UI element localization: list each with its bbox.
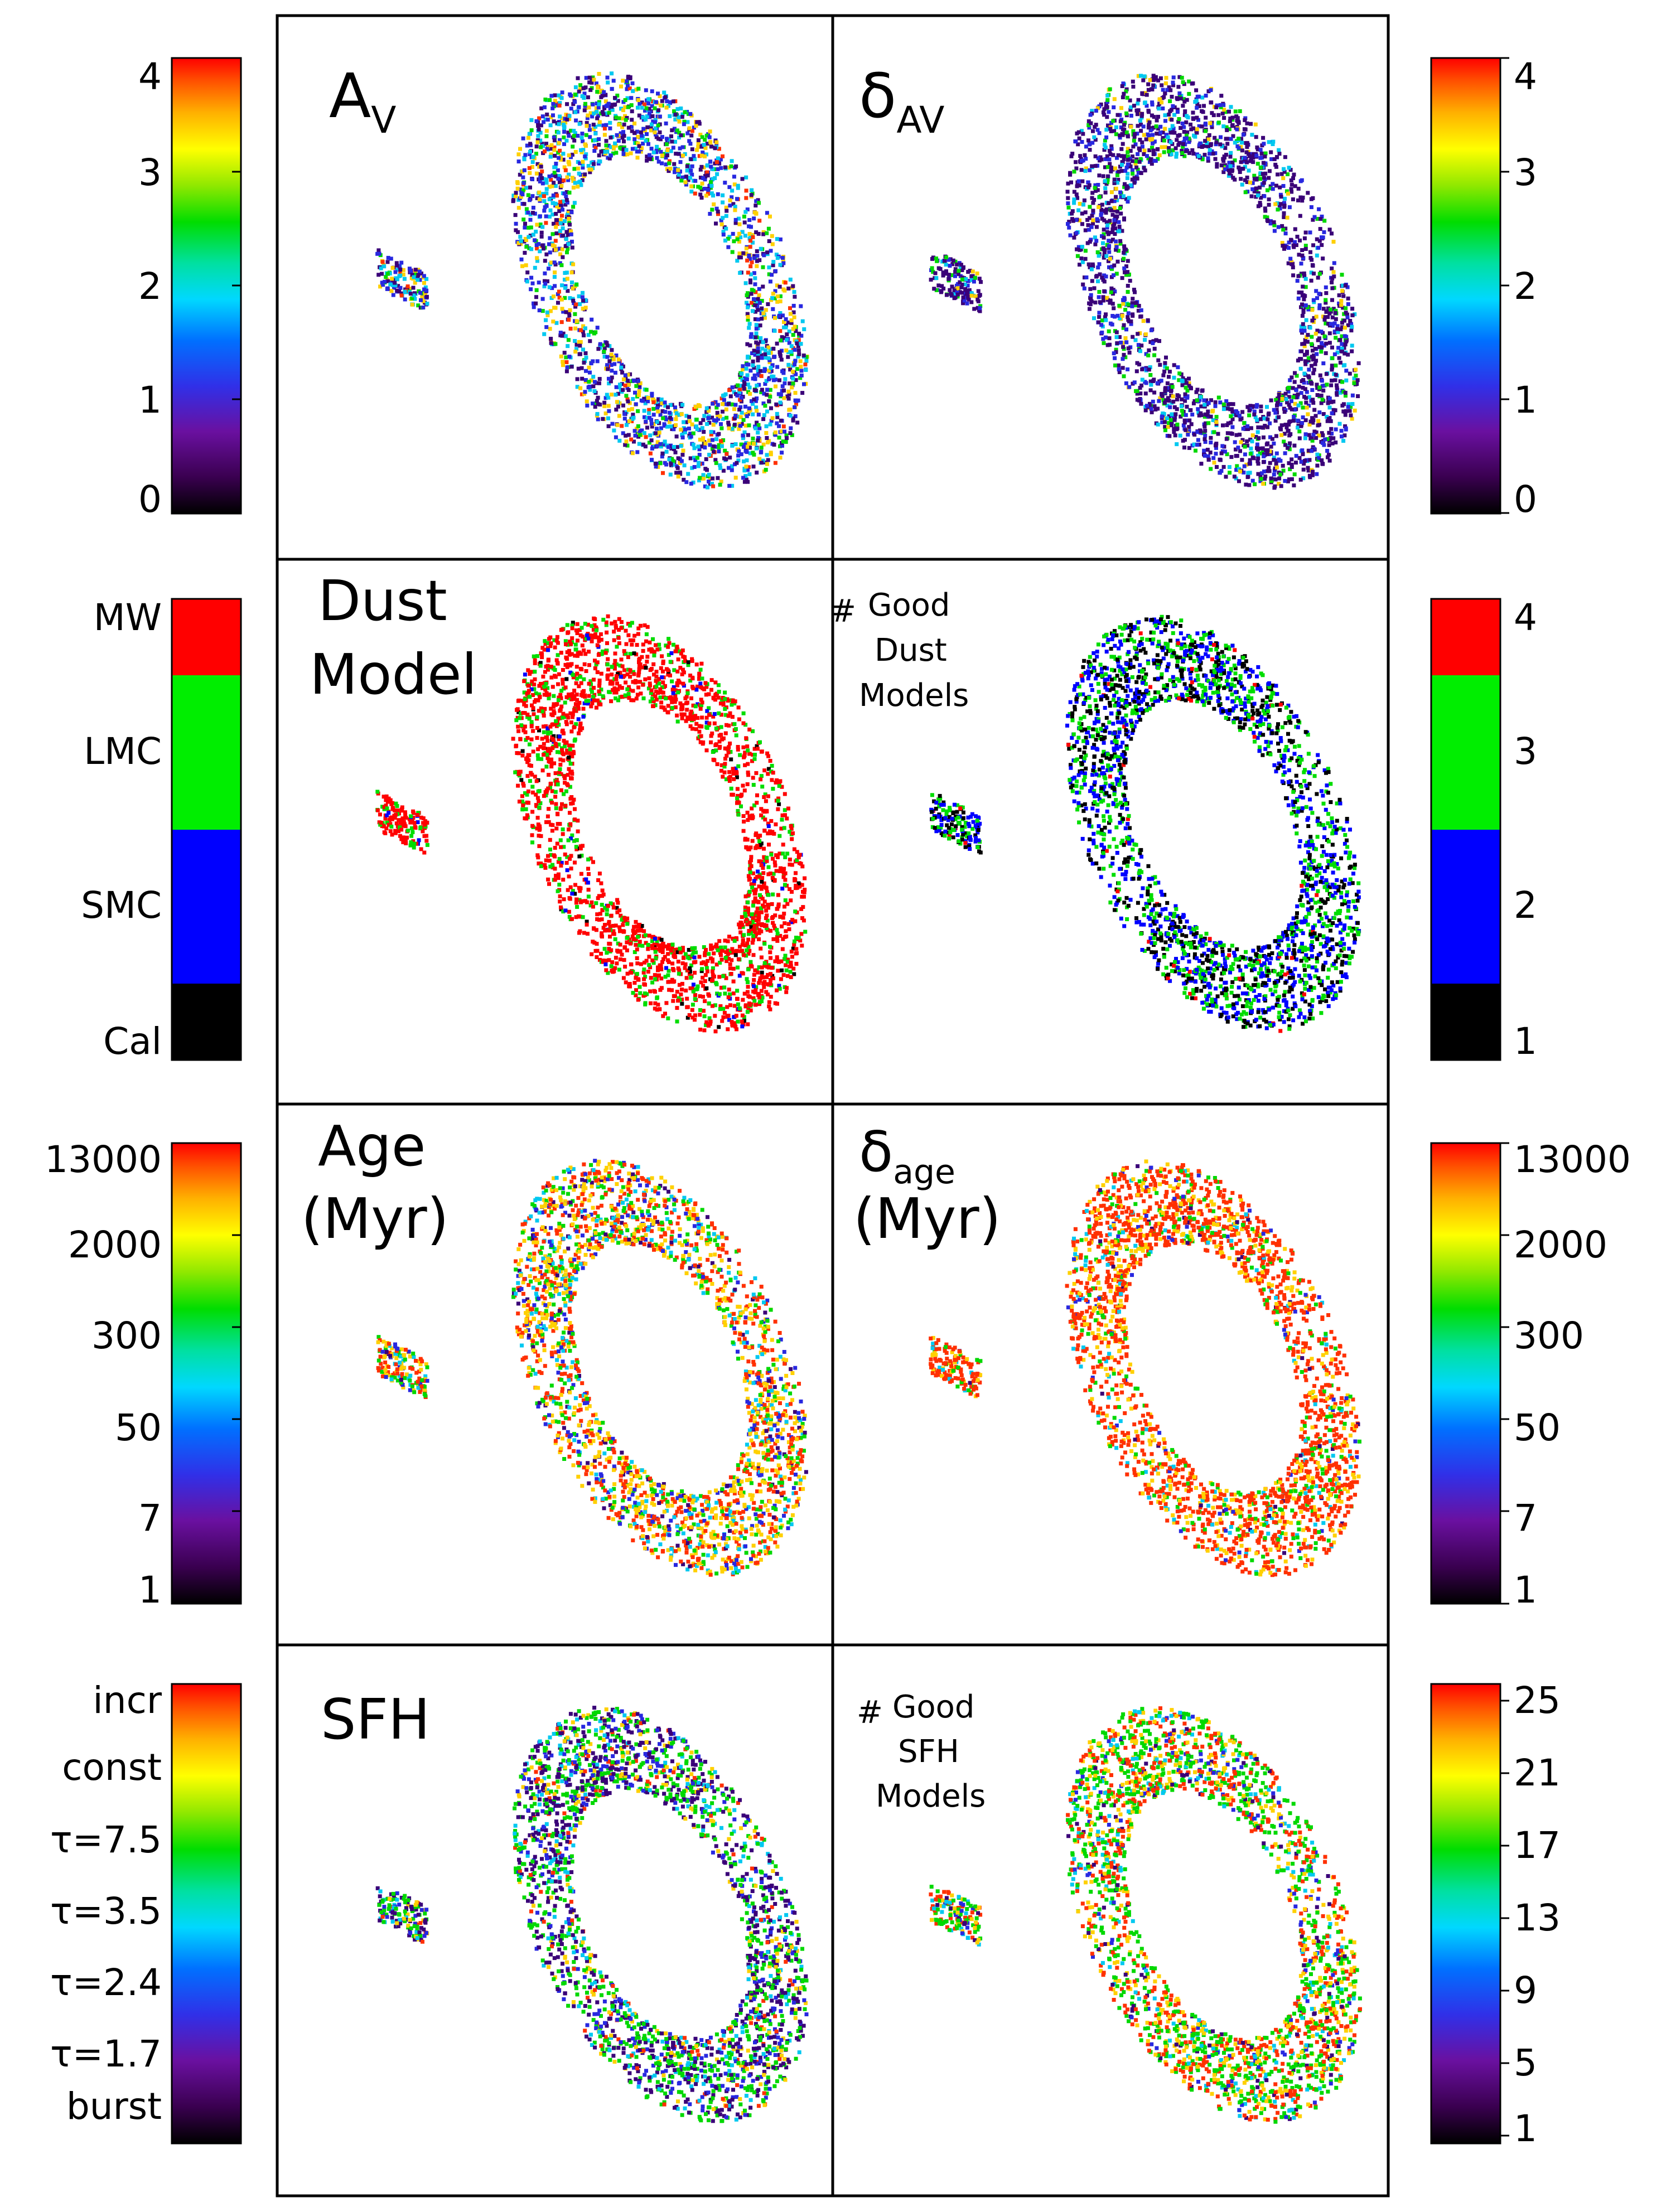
colorbar-tick-label: 4 — [1514, 596, 1537, 639]
colorbar-gradient — [1431, 1684, 1500, 2143]
panel-av-map: AV — [329, 60, 809, 490]
colorbar-segment-4 — [1431, 599, 1500, 675]
left-colorbar-sfh: incr const τ=7.5 τ=3.5 τ=2.4 τ=1.7 burst — [50, 1679, 241, 2143]
colorbar-tick-label: 50 — [115, 1406, 162, 1449]
colorbar-tick-label: 2 — [1514, 265, 1537, 308]
right-colorbar-good-dust-models: 4 3 2 1 — [1431, 596, 1537, 1063]
colorbar-tick-label: 5 — [1514, 2041, 1537, 2084]
colorbar-tick-label: 1 — [1514, 1569, 1537, 1611]
colorbar-tick-label: 3 — [1514, 151, 1537, 194]
row-1: 4 3 2 1 0 4 3 2 1 0 AV δAV — [138, 55, 1537, 521]
colorbar-tick-label: 7 — [1514, 1497, 1537, 1540]
panel-label-sfh: SFH — [321, 1687, 430, 1752]
galaxy-map-good-dust-models — [929, 615, 1361, 1033]
colorbar-segment-smc — [172, 830, 241, 984]
left-colorbar-age: 13000 2000 300 50 7 1 — [45, 1138, 241, 1611]
panel-label-av: AV — [329, 60, 396, 142]
colorbar-tick-label: Cal — [103, 1020, 162, 1063]
galaxy-map-av — [375, 71, 809, 489]
colorbar-tick-label: τ=1.7 — [50, 2032, 162, 2075]
colorbar-segment-lmc — [172, 675, 241, 830]
figure: 4 3 2 1 0 4 3 2 1 0 AV δAV — [0, 0, 1671, 2212]
panel-label-good-dust-models: # Good Dust Models — [830, 587, 969, 714]
colorbar-tick-label: 1 — [138, 379, 162, 422]
colorbar-gradient — [172, 1143, 241, 1604]
left-colorbar-av: 4 3 2 1 0 — [138, 55, 241, 521]
right-colorbar-good-sfh-models: 25 21 17 13 9 5 1 — [1431, 1679, 1561, 2150]
colorbar-tick-label: 9 — [1514, 1969, 1537, 2012]
colorbar-tick-label: SMC — [81, 884, 162, 927]
colorbar-tick-label: 1 — [1514, 2107, 1537, 2150]
colorbar-tick-label: 1 — [1514, 379, 1537, 422]
colorbar-segment-3 — [1431, 675, 1500, 830]
colorbar-tick-label: 0 — [1514, 478, 1537, 521]
colorbar-tick-label: LMC — [84, 730, 162, 773]
colorbar-tick-label: const — [62, 1746, 162, 1789]
colorbar-tick-label: 1 — [138, 1569, 162, 1611]
panel-label-dust-model: Dust Model — [310, 568, 477, 707]
colorbar-tick-label: 13000 — [45, 1138, 162, 1181]
panel-label-good-sfh-models: # Good SFH Models — [857, 1689, 986, 1814]
galaxy-map-delta-av — [929, 74, 1361, 490]
colorbar-tick-label: 25 — [1514, 1679, 1561, 1722]
colorbar-tick-label: 13 — [1514, 1896, 1561, 1939]
colorbar-tick-label: 50 — [1514, 1406, 1561, 1449]
colorbar-tick-label: 2000 — [68, 1223, 162, 1266]
colorbar-tick-label: 17 — [1514, 1824, 1561, 1867]
colorbar-segment-mw — [172, 599, 241, 675]
colorbar-tick-label: 7 — [138, 1497, 162, 1540]
colorbar-tick-label: 0 — [138, 478, 162, 521]
colorbar-tick-label: τ=2.4 — [50, 1961, 162, 2004]
colorbar-tick-label: 3 — [138, 151, 162, 194]
colorbar-gradient — [1431, 1143, 1500, 1604]
colorbar-tick-label: 4 — [1514, 55, 1537, 98]
colorbar-tick-label: 4 — [138, 55, 162, 98]
row-2: MW LMC SMC Cal 4 3 2 1 Dust Model — [81, 568, 1537, 1063]
panel-dust-model-map: Dust Model — [310, 568, 807, 1033]
colorbar-gradient — [172, 58, 241, 514]
panel-grid — [277, 16, 1388, 2196]
colorbar-tick-label: 2000 — [1514, 1223, 1607, 1266]
colorbar-tick-label: 13000 — [1514, 1138, 1631, 1181]
colorbar-tick-label: 3 — [1514, 730, 1537, 773]
colorbar-segment-2 — [1431, 830, 1500, 984]
colorbar-segment-cal — [172, 984, 241, 1060]
row-3: 13000 2000 300 50 7 1 13000 2000 300 50 … — [45, 1114, 1631, 1611]
colorbar-tick-label: 21 — [1514, 1751, 1561, 1794]
colorbar-ticks-right — [1500, 58, 1509, 513]
colorbar-tick-label: 300 — [1514, 1314, 1584, 1357]
colorbar-ticks-right — [1500, 1701, 1509, 2136]
colorbar-tick-label: τ=3.5 — [50, 1890, 162, 1933]
left-colorbar-dust-model: MW LMC SMC Cal — [81, 596, 241, 1063]
colorbar-gradient — [1431, 58, 1500, 514]
colorbar-tick-label: MW — [94, 596, 162, 639]
colorbar-tick-label: 2 — [1514, 884, 1537, 927]
panel-delta-age-map: δage (Myr) — [853, 1119, 1361, 1577]
panel-good-dust-models-map: # Good Dust Models — [830, 587, 1361, 1033]
panel-label-delta-age: δage (Myr) — [853, 1119, 1001, 1251]
panel-good-sfh-models-map: # Good SFH Models — [857, 1689, 1362, 2124]
galaxy-map-good-sfh-models — [929, 1706, 1362, 2124]
colorbar-tick-label: 2 — [138, 265, 162, 308]
colorbar-gradient — [172, 1684, 241, 2143]
colorbar-tick-label: 300 — [91, 1314, 162, 1357]
colorbar-tick-label: burst — [66, 2085, 162, 2128]
panel-label-age: Age (Myr) — [301, 1114, 449, 1251]
panel-delta-av-map: δAV — [859, 60, 1361, 490]
galaxy-map-sfh — [376, 1706, 809, 2123]
right-colorbar-delta-av: 4 3 2 1 0 — [1431, 55, 1537, 521]
colorbar-ticks-right — [1500, 1143, 1509, 1604]
panel-age-map: Age (Myr) — [301, 1114, 808, 1577]
colorbar-segment-1 — [1431, 984, 1500, 1060]
panel-label-delta-av: δAV — [859, 60, 944, 142]
right-colorbar-delta-age: 13000 2000 300 50 7 1 — [1431, 1138, 1631, 1611]
panel-sfh-map: SFH — [321, 1687, 809, 2123]
colorbar-tick-label: incr — [93, 1679, 162, 1722]
colorbar-tick-label: τ=7.5 — [50, 1818, 162, 1861]
colorbar-tick-label: 1 — [1514, 1020, 1537, 1063]
